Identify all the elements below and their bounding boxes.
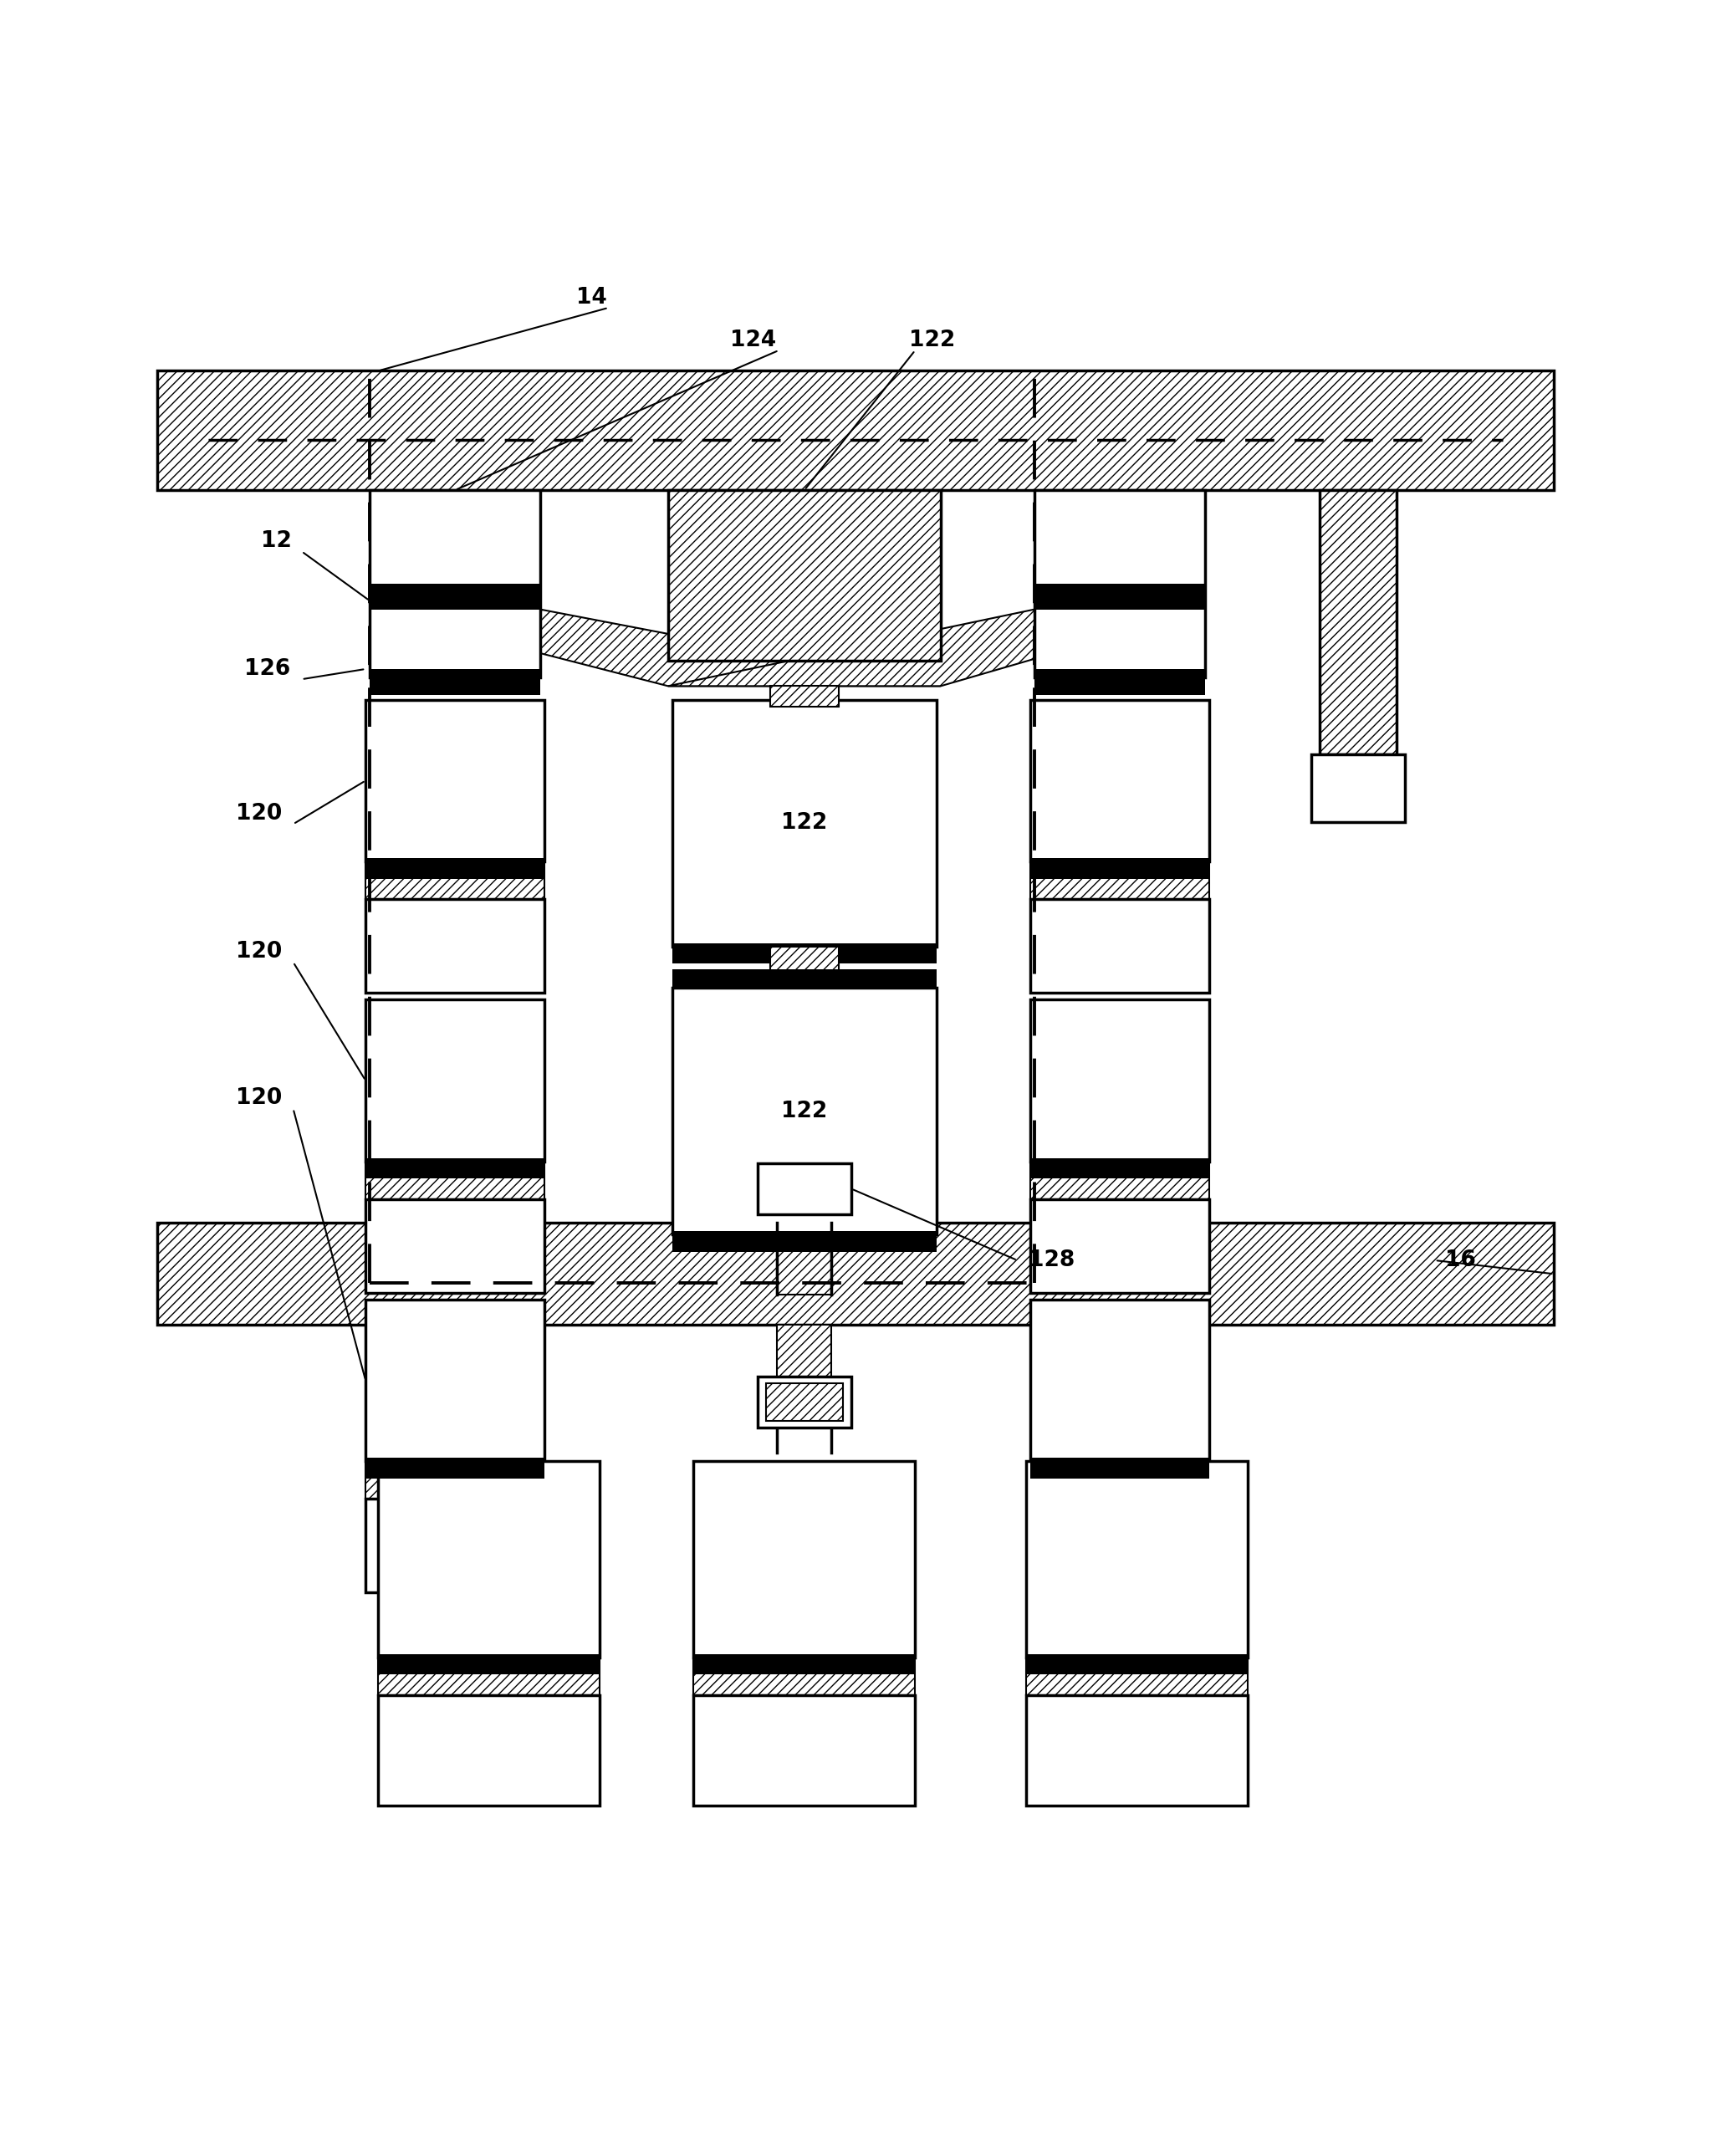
Polygon shape xyxy=(667,610,1205,686)
Bar xyxy=(1027,1695,1247,1807)
Bar xyxy=(1027,1658,1247,1695)
Bar xyxy=(366,1300,544,1462)
Bar xyxy=(378,1658,601,1695)
Bar xyxy=(1035,489,1205,677)
Bar xyxy=(672,1231,936,1253)
Text: 120: 120 xyxy=(236,802,282,826)
Bar xyxy=(1311,755,1405,821)
Polygon shape xyxy=(370,610,941,686)
Bar xyxy=(758,1164,852,1214)
Text: 128: 128 xyxy=(1028,1250,1075,1272)
Bar xyxy=(1035,668,1205,694)
Bar xyxy=(1030,858,1210,880)
Bar xyxy=(366,858,544,880)
Bar xyxy=(672,701,936,946)
Bar xyxy=(366,899,544,992)
Text: 122: 122 xyxy=(782,1100,828,1121)
Bar xyxy=(672,987,936,1235)
Bar xyxy=(1319,489,1396,755)
Bar xyxy=(366,701,544,862)
Text: 122: 122 xyxy=(782,813,828,834)
Bar xyxy=(767,1382,844,1421)
Bar xyxy=(366,1000,544,1162)
Bar xyxy=(366,1498,544,1593)
Bar xyxy=(366,1199,544,1294)
Bar xyxy=(378,1654,601,1675)
Bar xyxy=(366,1158,544,1179)
Bar xyxy=(1027,1654,1247,1675)
Text: 16: 16 xyxy=(1446,1250,1477,1272)
Bar xyxy=(366,1162,544,1199)
Bar xyxy=(366,1457,544,1479)
Text: 12: 12 xyxy=(260,530,291,552)
Bar xyxy=(693,1462,915,1658)
Bar xyxy=(1030,1457,1210,1479)
Bar xyxy=(667,489,941,660)
Bar xyxy=(1030,1158,1210,1179)
Bar xyxy=(370,584,541,610)
Bar xyxy=(378,1462,601,1658)
Bar xyxy=(366,1462,544,1498)
Bar xyxy=(378,1695,601,1807)
Bar xyxy=(157,371,1554,489)
Bar xyxy=(693,1654,915,1675)
Bar xyxy=(1030,1498,1210,1593)
Bar xyxy=(672,944,936,964)
Bar xyxy=(758,1376,852,1427)
Bar xyxy=(672,968,936,990)
Bar xyxy=(693,1695,915,1807)
Bar xyxy=(1030,899,1210,992)
Text: 124: 124 xyxy=(731,330,777,351)
Text: 126: 126 xyxy=(245,658,291,679)
Bar xyxy=(1030,1462,1210,1498)
Bar xyxy=(1027,1462,1247,1658)
Bar xyxy=(1030,701,1210,862)
Bar xyxy=(777,1326,832,1376)
Bar xyxy=(157,1222,1554,1326)
Bar xyxy=(366,862,544,899)
Bar xyxy=(770,946,838,985)
Bar xyxy=(370,668,541,694)
Text: 120: 120 xyxy=(236,940,282,964)
Bar xyxy=(1035,584,1205,610)
Bar xyxy=(1030,1300,1210,1462)
Text: 122: 122 xyxy=(909,330,955,351)
Bar xyxy=(1030,1199,1210,1294)
Bar xyxy=(693,1658,915,1695)
Bar xyxy=(1030,1162,1210,1199)
Text: 14: 14 xyxy=(577,287,607,308)
Bar xyxy=(770,686,838,707)
Bar xyxy=(1030,862,1210,899)
Bar xyxy=(370,489,541,677)
Bar xyxy=(1030,1000,1210,1162)
Bar xyxy=(777,1235,832,1294)
Text: 120: 120 xyxy=(236,1087,282,1110)
